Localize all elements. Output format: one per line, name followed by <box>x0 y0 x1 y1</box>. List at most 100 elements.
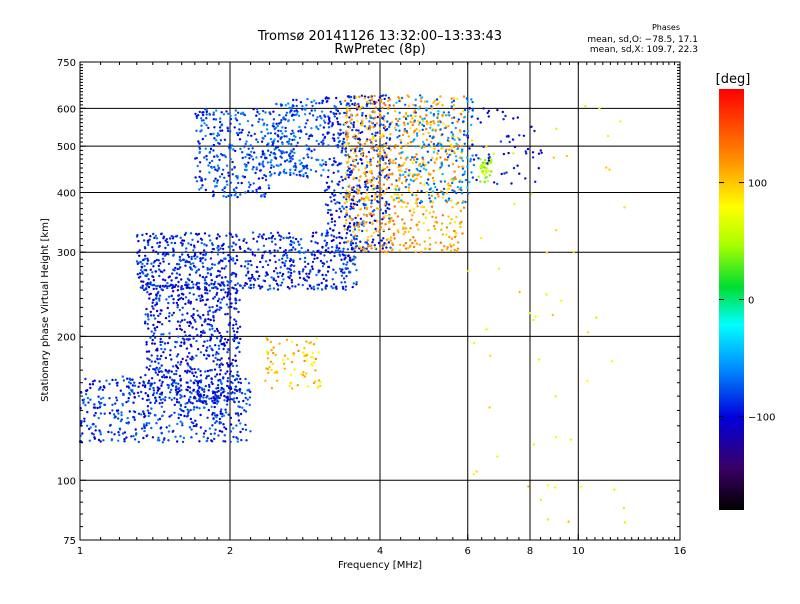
scatter-point <box>272 118 276 121</box>
scatter-point <box>194 371 197 374</box>
scatter-point <box>302 277 305 280</box>
scatter-point <box>226 284 229 287</box>
scatter-point <box>174 340 177 344</box>
scatter-point <box>475 470 478 473</box>
scatter-point <box>311 234 315 238</box>
scatter-point <box>429 243 432 246</box>
scatter-point <box>100 401 103 405</box>
scatter-point <box>170 370 173 373</box>
scatter-point <box>228 373 232 376</box>
scatter-point <box>387 214 391 217</box>
scatter-point <box>452 177 455 180</box>
scatter-point <box>286 256 289 259</box>
scatter-point <box>419 199 423 203</box>
scatter-point <box>169 349 172 352</box>
scatter-point <box>278 234 281 237</box>
scatter-point <box>366 245 370 248</box>
scatter-point <box>482 145 485 148</box>
scatter-point <box>251 231 255 234</box>
scatter-point <box>205 110 208 114</box>
scatter-point <box>82 398 86 401</box>
scatter-point <box>380 239 383 242</box>
scatter-point <box>343 111 346 115</box>
scatter-point <box>367 196 370 200</box>
scatter-point <box>279 238 282 241</box>
scatter-point <box>326 175 330 179</box>
scatter-point <box>219 152 223 156</box>
stats-x-line: mean, sd,X: 109.7, 22.3 <box>590 45 698 55</box>
scatter-point <box>435 157 439 160</box>
scatter-point <box>358 179 361 182</box>
scatter-point <box>311 104 314 108</box>
scatter-point <box>205 154 208 158</box>
scatter-point <box>412 111 416 114</box>
scatter-point <box>257 248 260 251</box>
scatter-point <box>146 315 150 318</box>
scatter-point <box>181 357 184 361</box>
scatter-point <box>449 143 452 146</box>
scatter-point <box>300 130 303 133</box>
scatter-point <box>420 165 423 168</box>
scatter-point <box>186 381 189 384</box>
scatter-point <box>121 375 125 378</box>
scatter-point <box>189 417 193 421</box>
scatter-point <box>283 135 286 138</box>
scatter-point <box>84 393 88 396</box>
scatter-point <box>448 243 452 246</box>
scatter-point <box>444 199 447 202</box>
scatter-point <box>351 242 355 245</box>
scatter-point <box>418 129 421 132</box>
scatter-point <box>289 110 292 113</box>
scatter-cluster <box>268 97 326 179</box>
scatter-point <box>334 249 338 252</box>
scatter-point <box>244 155 247 159</box>
scatter-point <box>309 269 312 272</box>
scatter-point <box>486 111 489 115</box>
scatter-point <box>238 122 241 126</box>
scatter-point <box>190 257 193 261</box>
scatter-point <box>219 120 222 124</box>
scatter-point <box>398 177 401 180</box>
scatter-point <box>181 424 184 427</box>
scatter-point <box>133 438 137 441</box>
scatter-point <box>355 155 358 158</box>
scatter-point <box>330 250 334 253</box>
scatter-point <box>288 154 291 158</box>
scatter-point <box>292 354 295 357</box>
scatter-point <box>351 188 354 192</box>
scatter-point <box>169 391 172 394</box>
scatter-point <box>238 325 242 328</box>
scatter-point <box>411 123 414 127</box>
scatter-point <box>186 277 190 280</box>
scatter-point <box>175 400 179 404</box>
scatter-point <box>198 145 201 149</box>
scatter-point <box>429 126 432 129</box>
scatter-point <box>388 217 391 220</box>
scatter-point <box>382 158 385 162</box>
scatter-point <box>249 430 252 433</box>
scatter-point <box>388 173 392 176</box>
scatter-point <box>158 241 162 244</box>
scatter-point <box>460 149 464 153</box>
scatter-point <box>235 396 239 400</box>
scatter-point <box>211 263 214 266</box>
scatter-point <box>219 421 223 424</box>
scatter-point <box>338 216 341 219</box>
scatter-point <box>294 285 297 288</box>
scatter-point <box>195 156 198 160</box>
scatter-point <box>234 262 237 265</box>
scatter-point <box>163 269 166 272</box>
scatter-point <box>339 192 342 195</box>
scatter-point <box>458 188 461 191</box>
scatter-point <box>417 107 420 111</box>
scatter-point <box>308 272 311 275</box>
scatter-point <box>412 103 415 107</box>
scatter-point <box>231 286 234 289</box>
scatter-point <box>246 267 249 270</box>
scatter-point <box>154 414 157 417</box>
scatter-point <box>170 234 173 238</box>
scatter-point <box>236 327 239 330</box>
scatter-point <box>121 404 125 407</box>
scatter-point <box>148 358 151 361</box>
scatter-point <box>379 115 382 119</box>
